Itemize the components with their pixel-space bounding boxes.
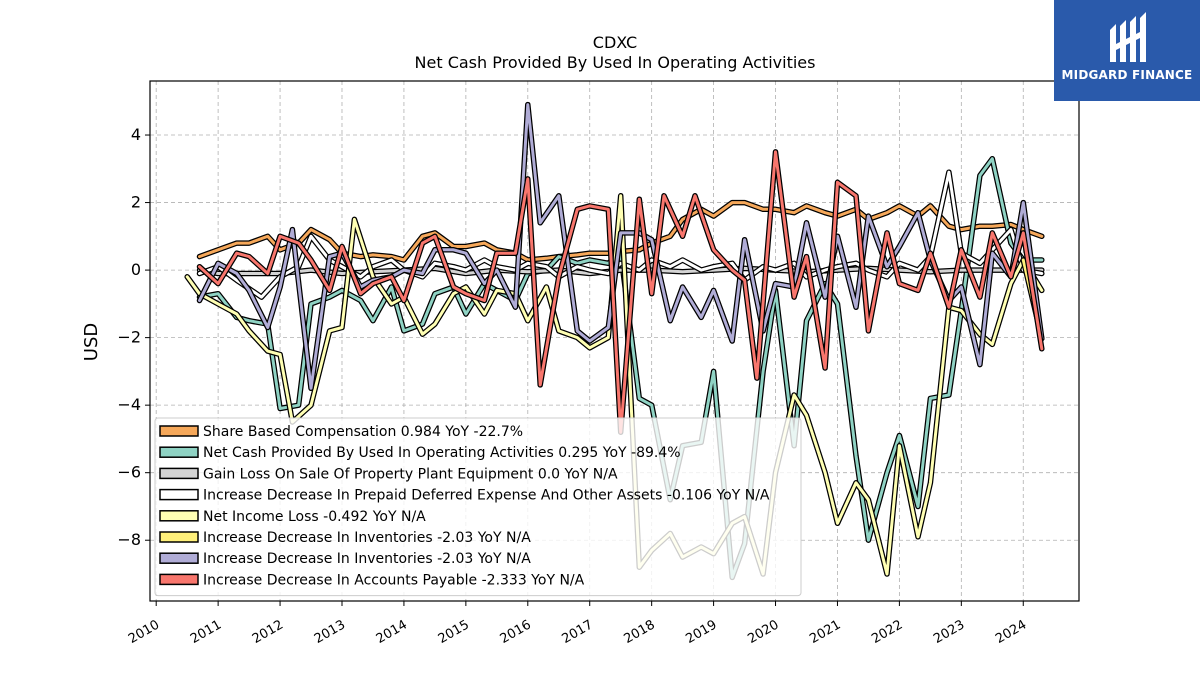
- legend-entry: Increase Decrease In Inventories -2.03 Y…: [203, 551, 531, 567]
- legend-entry: Net Cash Provided By Used In Operating A…: [203, 445, 681, 461]
- legend-entry: Net Income Loss -0.492 YoY N/A: [203, 509, 426, 525]
- x-tick-label: 2012: [250, 617, 286, 647]
- x-tick-label: 2021: [807, 617, 843, 647]
- y-tick-label: 0: [131, 260, 141, 279]
- legend-swatch: [159, 510, 199, 522]
- x-tick-label: 2020: [745, 617, 781, 647]
- legend-swatch: [159, 467, 199, 480]
- legend-entry: Share Based Compensation 0.984 YoY -22.7…: [203, 424, 523, 440]
- x-tick-label: 2014: [374, 617, 410, 647]
- legend-entry: Increase Decrease In Inventories -2.03 Y…: [203, 530, 531, 546]
- plot-frame: [149, 80, 1080, 602]
- legend-entry: Increase Decrease In Prepaid Deferred Ex…: [203, 488, 770, 504]
- series-lines: [184, 101, 1045, 581]
- x-tick-label: 2023: [931, 617, 967, 647]
- legend-swatch: [159, 446, 199, 458]
- legend-entry: Increase Decrease In Accounts Payable -2…: [203, 572, 585, 588]
- legend-swatch: [159, 531, 199, 543]
- x-tick-label: 2017: [560, 617, 596, 647]
- y-tick-label: −2: [117, 328, 141, 347]
- x-tick-label: 2011: [188, 617, 224, 647]
- x-tick-label: 2010: [126, 617, 162, 647]
- legend-entry: Gain Loss On Sale Of Property Plant Equi…: [203, 466, 618, 482]
- chart-subtitle: Net Cash Provided By Used In Operating A…: [415, 53, 816, 72]
- x-tick-label: 2019: [683, 617, 719, 647]
- y-tick-label: −4: [117, 395, 141, 414]
- x-tick-label: 2015: [436, 617, 472, 647]
- y-tick-label: 2: [131, 193, 141, 212]
- x-tick-label: 2022: [869, 617, 905, 647]
- brand-logo: MIDGARD FINANCE: [1054, 0, 1200, 101]
- chart-title: CDXC: [593, 33, 637, 52]
- x-tick-label: 2024: [993, 617, 1029, 647]
- x-tick-label: 2013: [312, 617, 348, 647]
- series-line: [198, 170, 1044, 299]
- series-3: [196, 169, 1045, 300]
- legend-box: [154, 417, 802, 597]
- x-tick-label: 2016: [498, 617, 534, 647]
- x-tick-label: 2018: [621, 617, 657, 647]
- logo-mark-icon: [1110, 12, 1146, 62]
- legend: Share Based Compensation 0.984 YoY -22.7…: [154, 417, 802, 597]
- y-tick-label: −8: [117, 530, 141, 549]
- y-tick-label: 4: [131, 125, 141, 144]
- legend-swatch: [159, 573, 199, 586]
- legend-swatch: [159, 488, 199, 501]
- logo-text: MIDGARD FINANCE: [1061, 68, 1193, 82]
- y-tick-label: −6: [117, 463, 141, 482]
- legend-swatch: [159, 552, 199, 564]
- series-2: [196, 265, 1045, 277]
- series-line: [198, 266, 1044, 275]
- y-axis-label: USD: [81, 323, 102, 361]
- legend-swatch: [159, 425, 199, 437]
